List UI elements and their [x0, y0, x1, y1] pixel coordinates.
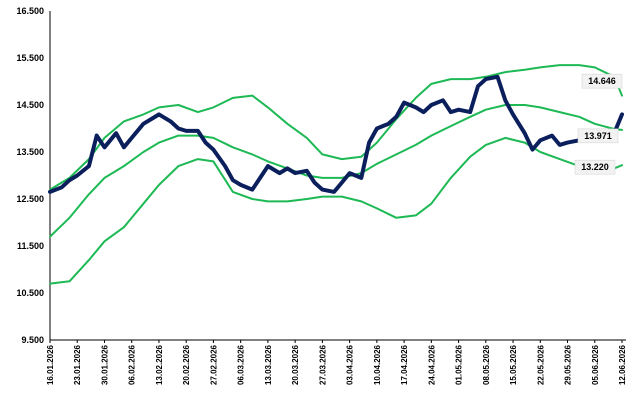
x-tick-label: 13.03.2026 [264, 344, 273, 385]
x-tick-label: 22.05.2026 [536, 344, 545, 385]
price-line [48, 74, 624, 194]
x-tick-label: 17.04.2026 [400, 344, 409, 385]
value-label-box [577, 128, 619, 144]
x-tick-label: 15.05.2026 [509, 344, 518, 385]
value-label-text: 13.971 [584, 131, 612, 141]
x-tick-label: 24.04.2026 [427, 344, 436, 385]
y-tick-label: 13.500 [16, 147, 44, 157]
x-tick-label: 03.04.2026 [346, 344, 355, 385]
x-tick-label: 01.05.2026 [455, 344, 464, 385]
y-tick-label: 14.500 [16, 100, 44, 110]
x-tick-label: 27.02.2026 [209, 344, 218, 385]
x-tick-label: 13.02.2026 [155, 344, 164, 385]
band-upper-line [49, 64, 623, 191]
x-tick-label: 12.06.2026 [618, 344, 626, 385]
x-tick-label: 23.01.2026 [73, 344, 82, 385]
value-label-box [574, 159, 616, 175]
x-tick-label: 27.03.2026 [318, 344, 327, 385]
y-tick-label: 10.500 [16, 288, 44, 298]
y-axis: 9.500 10.500 11.500 12.500 13.500 14.500 15.50… [16, 6, 44, 345]
x-tick-label: 05.06.2026 [591, 344, 600, 385]
x-tick-label: 10.04.2026 [373, 344, 382, 385]
band-middle-line [49, 104, 623, 238]
x-tick-label: 06.02.2026 [128, 344, 137, 385]
value-labels: 14.646 13.971 13.220 [574, 73, 623, 175]
value-label: 13.971 [577, 128, 619, 144]
y-tick-label: 11.500 [17, 241, 44, 251]
value-label: 14.646 [581, 73, 623, 89]
x-tick-label: 20.03.2026 [291, 344, 300, 385]
y-tick-label: 15.500 [16, 53, 44, 63]
value-label-box [581, 73, 623, 89]
plot-area [49, 11, 626, 341]
value-label-text: 14.646 [588, 76, 616, 86]
x-tick-label: 30.01.2026 [100, 344, 109, 385]
y-tick-label: 12.500 [16, 194, 44, 204]
value-label-text: 13.220 [581, 162, 609, 172]
x-tick-label: 06.03.2026 [237, 344, 246, 385]
value-label: 13.220 [574, 159, 616, 175]
y-tick-label: 9.500 [21, 335, 44, 345]
series-layer [48, 64, 624, 285]
x-tick-label: 29.05.2026 [564, 344, 573, 385]
band-lower-line [49, 136, 623, 285]
x-tick-label: 16.01.2026 [46, 344, 55, 385]
y-tick-label: 16.500 [16, 6, 44, 16]
x-tick-label: 20.02.2026 [182, 344, 191, 385]
x-axis: 16.01.2026 23.01.2026 30.01.2026 06.02.2026… [46, 340, 626, 385]
x-tick-label: 08.05.2026 [482, 344, 491, 385]
